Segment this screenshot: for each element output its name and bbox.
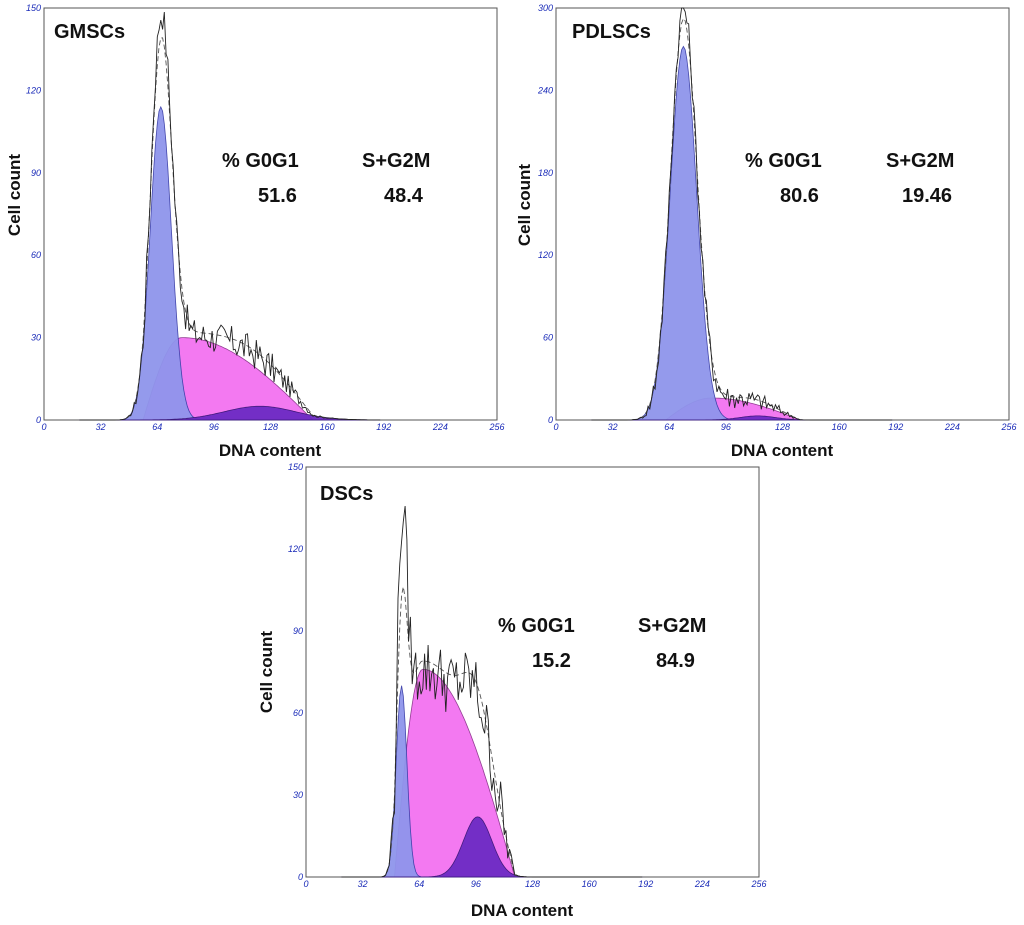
g0g1-value: 15.2 [532, 650, 571, 672]
sg2m-value: 19.46 [902, 185, 952, 207]
x-tick-label: 32 [358, 879, 368, 889]
areas [79, 11, 381, 421]
x-tick-label: 192 [638, 879, 653, 889]
x-tick-label: 160 [832, 422, 847, 432]
raw-histogram-line [591, 7, 893, 421]
y-tick-label: 60 [31, 250, 41, 260]
g0g1-header: % G0G1 [222, 150, 299, 172]
panel-pdlscs: 0 60 120 180 240 300 0 32 64 96 128 160 192 224 256 P… [515, 3, 1017, 460]
x-tick-label: 96 [721, 422, 731, 432]
sg2m-header: S+G2M [362, 150, 430, 172]
sg2m-value: 48.4 [384, 185, 424, 207]
g0g1-header: % G0G1 [498, 615, 575, 637]
raw-histogram-line [341, 505, 643, 878]
panel-gmscs: 0 30 60 90 120 150 0 32 64 96 128 160 192 224 256 GMS… [5, 3, 505, 460]
y-ticks: 0 30 60 90 120 150 [26, 3, 41, 425]
x-tick-label: 0 [41, 422, 46, 432]
x-tick-label: 224 [944, 422, 960, 432]
y-tick-label: 150 [26, 3, 41, 13]
y-tick-label: 90 [31, 168, 41, 178]
x-tick-label: 256 [488, 422, 504, 432]
x-tick-label: 128 [263, 422, 278, 432]
x-tick-label: 64 [152, 422, 162, 432]
x-axis-label: DNA content [219, 441, 322, 460]
panel-dscs: 0 30 60 90 120 150 0 32 64 96 128 160 192 224 256 DSC… [257, 462, 767, 920]
x-axis-label: DNA content [471, 901, 574, 920]
plot-frame [555, 7, 1010, 421]
x-tick-label: 0 [303, 879, 308, 889]
y-tick-label: 240 [537, 85, 553, 95]
x-ticks: 0 32 64 96 128 160 192 224 256 [553, 422, 1016, 432]
y-ticks: 0 30 60 90 120 150 [288, 462, 303, 882]
y-ticks: 0 60 120 180 240 300 [537, 3, 553, 425]
x-tick-label: 192 [376, 422, 391, 432]
y-axis-label: Cell count [515, 164, 534, 247]
x-tick-label: 256 [1000, 422, 1016, 432]
x-tick-label: 96 [209, 422, 219, 432]
y-tick-label: 60 [543, 333, 553, 343]
raw-histogram-line [79, 11, 381, 421]
x-tick-label: 192 [888, 422, 903, 432]
y-tick-label: 180 [538, 168, 553, 178]
x-tick-label: 224 [694, 879, 710, 889]
x-tick-label: 160 [582, 879, 597, 889]
y-tick-label: 120 [538, 250, 553, 260]
x-tick-label: 256 [750, 879, 766, 889]
x-ticks: 0 32 64 96 128 160 192 224 256 [303, 879, 766, 889]
plot-frame [43, 7, 498, 421]
sg2m-header: S+G2M [638, 615, 706, 637]
x-tick-label: 32 [96, 422, 106, 432]
sg2m-header: S+G2M [886, 150, 954, 172]
chart-title: PDLSCs [572, 21, 651, 43]
x-tick-label: 160 [320, 422, 335, 432]
sg2m-value: 84.9 [656, 650, 695, 672]
y-axis-label: Cell count [5, 154, 24, 237]
y-tick-label: 0 [298, 872, 303, 882]
y-tick-label: 30 [293, 790, 303, 800]
y-tick-label: 60 [293, 708, 303, 718]
g0g1-header: % G0G1 [745, 150, 822, 172]
y-tick-label: 150 [288, 462, 303, 472]
x-tick-label: 32 [608, 422, 618, 432]
y-tick-label: 90 [293, 626, 303, 636]
plot-frame [305, 466, 760, 878]
x-tick-label: 128 [775, 422, 790, 432]
areas [341, 505, 643, 878]
y-tick-label: 300 [538, 3, 553, 13]
x-tick-label: 64 [414, 879, 424, 889]
chart-title: DSCs [320, 483, 373, 505]
y-tick-label: 30 [31, 333, 41, 343]
x-tick-label: 128 [525, 879, 540, 889]
y-tick-label: 0 [36, 415, 41, 425]
x-tick-label: 96 [471, 879, 481, 889]
y-axis-label: Cell count [257, 631, 276, 714]
x-ticks: 0 32 64 96 128 160 192 224 256 [41, 422, 504, 432]
y-tick-label: 120 [288, 544, 303, 554]
areas [591, 7, 893, 421]
chart-title: GMSCs [54, 21, 125, 43]
x-axis-label: DNA content [731, 441, 834, 460]
y-tick-label: 0 [548, 415, 553, 425]
g0g1-value: 51.6 [258, 185, 297, 207]
x-tick-label: 224 [432, 422, 448, 432]
y-tick-label: 120 [26, 85, 41, 95]
x-tick-label: 64 [664, 422, 674, 432]
x-tick-label: 0 [553, 422, 558, 432]
g0g1-value: 80.6 [780, 185, 819, 207]
